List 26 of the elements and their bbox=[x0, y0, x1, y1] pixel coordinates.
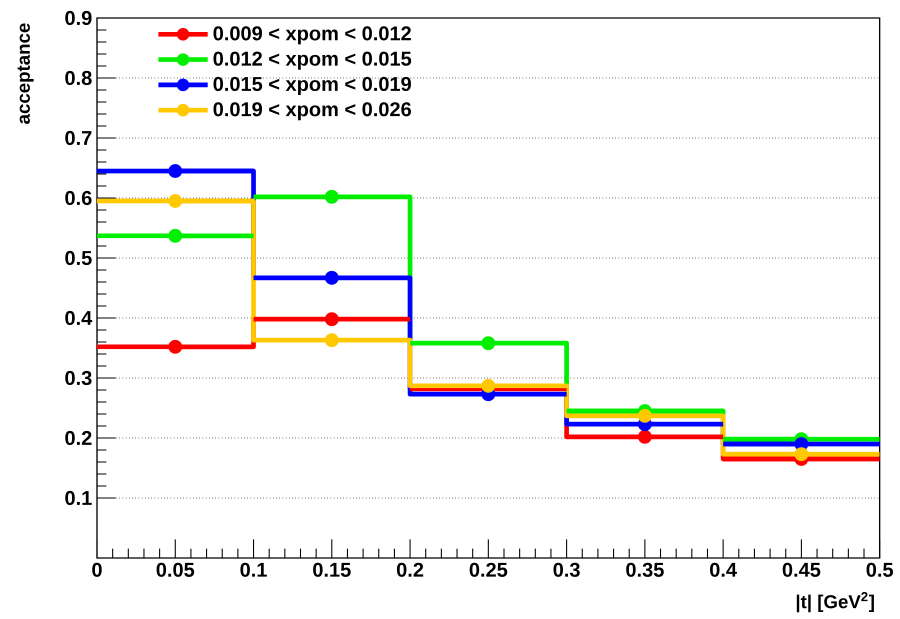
y-tick-label: 0.8 bbox=[65, 70, 92, 86]
y-tick-label: 0.5 bbox=[65, 250, 92, 266]
x-tick-label: 0.15 bbox=[313, 562, 351, 577]
y-tick-label: 0.9 bbox=[65, 10, 92, 26]
x-tick-label: 0.45 bbox=[782, 562, 820, 577]
x-tick-label: 0.2 bbox=[396, 562, 424, 577]
x-tick-label: 0.5 bbox=[866, 562, 894, 577]
y-tick-label: 0.4 bbox=[65, 310, 92, 326]
x-tick-label: 0.25 bbox=[470, 562, 508, 577]
x-tick-label: 0.3 bbox=[553, 562, 580, 577]
y-tick-label: 0.6 bbox=[65, 190, 92, 206]
legend-label: 0.009 < xpom < 0.012 bbox=[214, 26, 411, 44]
x-tick-label: 0 bbox=[92, 562, 102, 577]
x-tick-label: 0.1 bbox=[240, 562, 267, 577]
y-tick-label: 0.1 bbox=[65, 490, 92, 506]
y-tick-label: 0.3 bbox=[65, 370, 92, 386]
y-tick-label: 0.7 bbox=[65, 130, 92, 146]
x-axis-title: |t| [GeV$^{2}$] bbox=[796, 592, 874, 612]
legend-label: 0.019 < xpom < 0.026 bbox=[214, 102, 411, 120]
x-tick-label: 0.4 bbox=[710, 562, 737, 577]
legend-label: 0.012 < xpom < 0.015 bbox=[214, 52, 412, 70]
x-tick-label: 0.05 bbox=[156, 562, 194, 577]
y-axis-title: acceptance bbox=[18, 23, 34, 124]
x-tick-label: 0.35 bbox=[626, 562, 664, 577]
legend-label: 0.015 < xpom < 0.019 bbox=[214, 76, 411, 96]
y-tick-label: 0.2 bbox=[65, 430, 92, 446]
